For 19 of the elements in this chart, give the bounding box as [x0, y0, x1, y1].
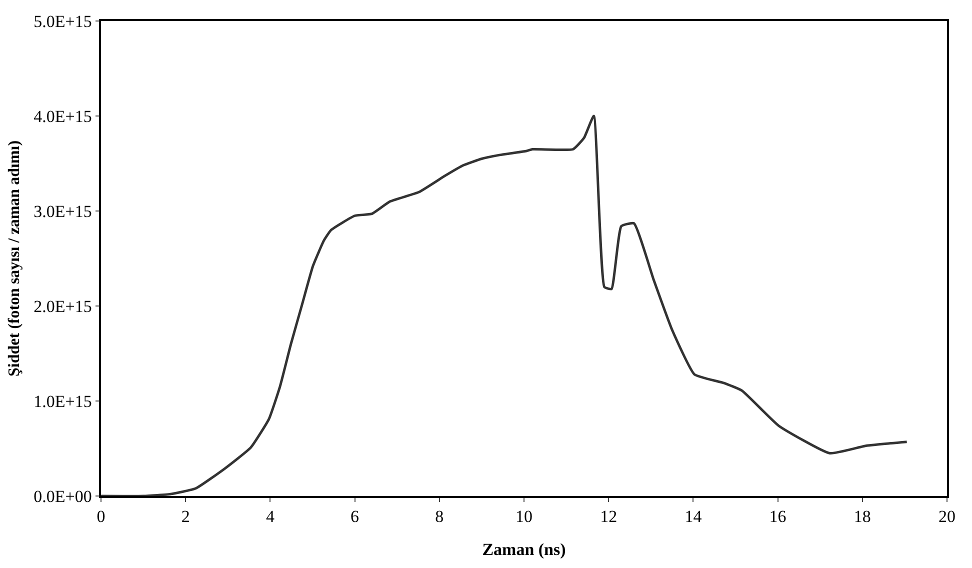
y-tick-label: 3.0E+15 — [34, 202, 92, 221]
y-tick-label: 5.0E+15 — [34, 12, 92, 31]
y-tick-label: 4.0E+15 — [34, 106, 92, 126]
y-tick-label: 2.0E+15 — [34, 296, 92, 316]
y-tick-label: 1.0E+15 — [34, 392, 92, 411]
x-tick-label: 6 — [350, 507, 360, 526]
x-tick-label: 16 — [769, 507, 786, 526]
x-tick-label: 2 — [181, 507, 190, 526]
x-tick-label: 8 — [435, 507, 444, 526]
x-tick-label: 14 — [684, 507, 702, 526]
x-axis-title: Zaman (ns) — [482, 540, 566, 560]
y-tick-label: 0.0E+00 — [34, 486, 92, 506]
x-tick-label: 20 — [938, 507, 956, 526]
x-tick-label: 4 — [266, 507, 275, 526]
x-tick-label: 0 — [96, 507, 106, 526]
x-tick-label: 10 — [516, 507, 532, 526]
y-axis-title: Şiddet (foton sayısı / zaman adımı) — [6, 140, 24, 377]
x-tick-label: 12 — [600, 507, 618, 526]
x-tick-label: 18 — [854, 507, 871, 526]
